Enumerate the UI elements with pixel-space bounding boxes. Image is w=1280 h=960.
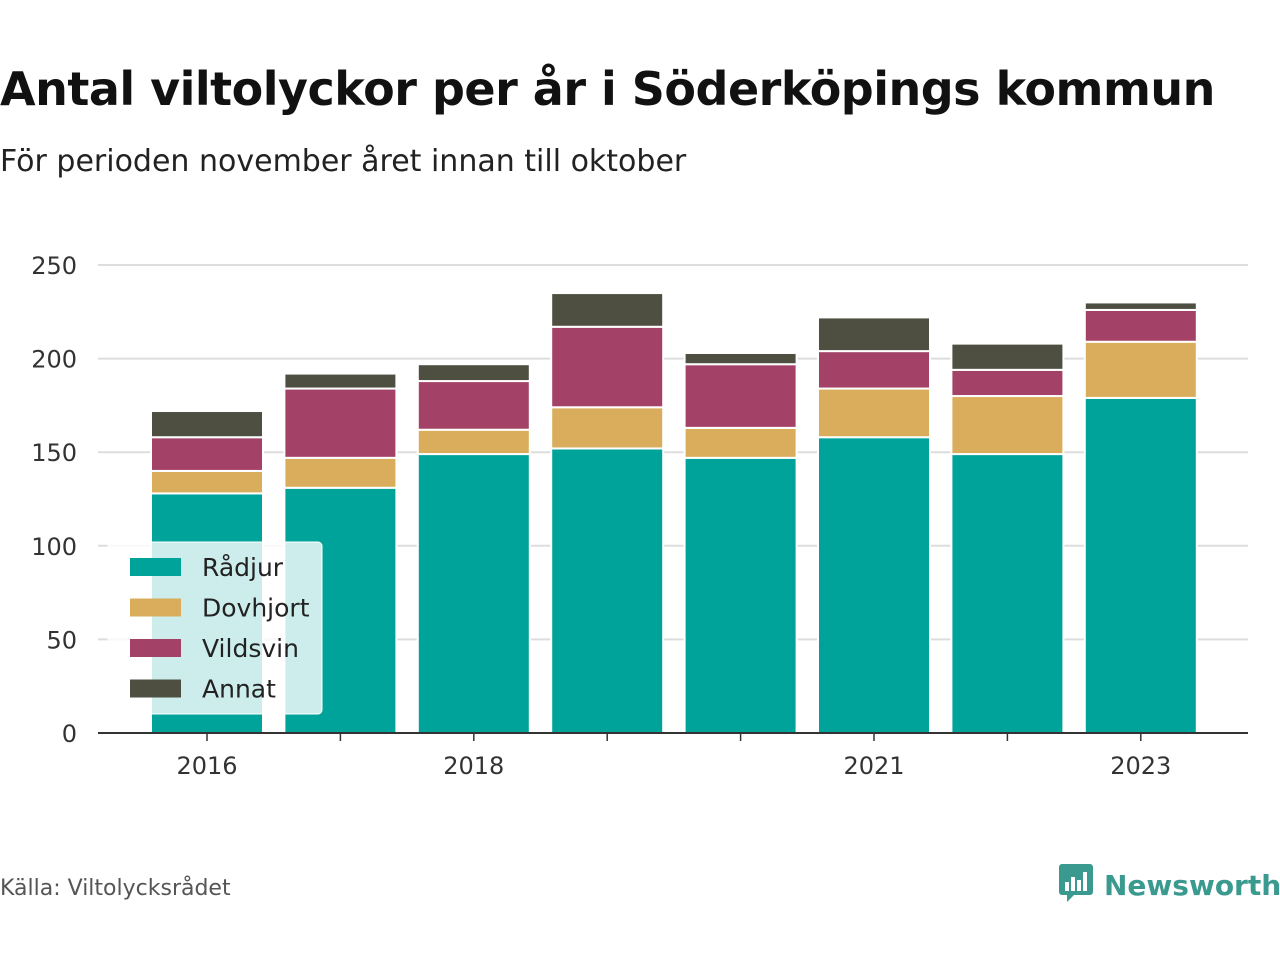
legend-box — [107, 541, 323, 715]
bar-segment — [817, 387, 931, 439]
x-tick-label: 2023 — [1110, 752, 1171, 780]
y-tick-label: 100 — [31, 533, 77, 561]
bar-segment — [550, 292, 665, 328]
bar-segment — [1083, 301, 1198, 311]
chart-subtitle: För perioden november året innan till ok… — [0, 144, 687, 179]
bar-segment — [550, 447, 665, 734]
newsworthy-logo-icon — [1058, 862, 1094, 908]
bar-segment — [283, 372, 398, 390]
bar-segment — [416, 428, 531, 456]
bar-segment — [950, 395, 1065, 456]
y-tick-label: 200 — [31, 346, 77, 374]
chart-title: Antal viltolyckor per år i Söderköpings … — [0, 62, 1215, 116]
bar-segment — [950, 453, 1065, 734]
legend-label: Dovhjort — [202, 594, 310, 623]
bar-segment — [150, 469, 264, 495]
bar-segment — [817, 350, 931, 390]
axes: 0 50 100 150 200 250 2016 2018 2021 2023 — [31, 252, 1248, 780]
bar-segment — [416, 380, 531, 431]
bar-segment — [150, 436, 264, 472]
legend-swatch — [130, 558, 181, 576]
bar-segment — [550, 406, 665, 450]
bar-segment — [683, 426, 798, 459]
bar-segment — [683, 351, 798, 366]
bar-segment — [1083, 308, 1198, 343]
bar-segment — [950, 342, 1065, 371]
y-tick-label: 50 — [46, 626, 77, 654]
bar-segment — [150, 410, 264, 439]
legend-swatch — [130, 679, 181, 698]
x-tick-label: 2021 — [843, 752, 904, 780]
bar-segment — [817, 316, 931, 353]
legend-label: Vildsvin — [202, 634, 299, 663]
brand-name: Newsworthy — [1104, 868, 1280, 902]
bar-segment — [1083, 340, 1198, 399]
brand[interactable]: Newsworthy — [1058, 862, 1280, 908]
bar-segment — [283, 387, 398, 459]
y-tick-label: 250 — [31, 252, 77, 280]
bar-segment — [416, 363, 531, 383]
bar-segment — [283, 456, 398, 489]
legend-label: Annat — [202, 675, 276, 704]
x-tick-label: 2016 — [176, 752, 237, 780]
bar-segment — [416, 453, 531, 734]
bar-segment — [683, 363, 798, 429]
source-note: Källa: Viltolycksrådet — [0, 876, 231, 901]
bar-segment — [683, 456, 798, 734]
bar-segment — [950, 368, 1065, 398]
bar-segment — [817, 436, 931, 734]
legend-swatch — [130, 598, 181, 617]
legend-label: Rådjur — [202, 553, 284, 582]
x-tick-label: 2018 — [443, 752, 504, 780]
bar-segment — [550, 325, 665, 409]
y-tick-label: 150 — [31, 439, 77, 467]
bar-segment — [1083, 396, 1198, 734]
y-tick-label: 0 — [62, 720, 77, 748]
legend: Rådjur Dovhjort Vildsvin Annat — [107, 541, 323, 715]
legend-swatch — [130, 639, 181, 657]
